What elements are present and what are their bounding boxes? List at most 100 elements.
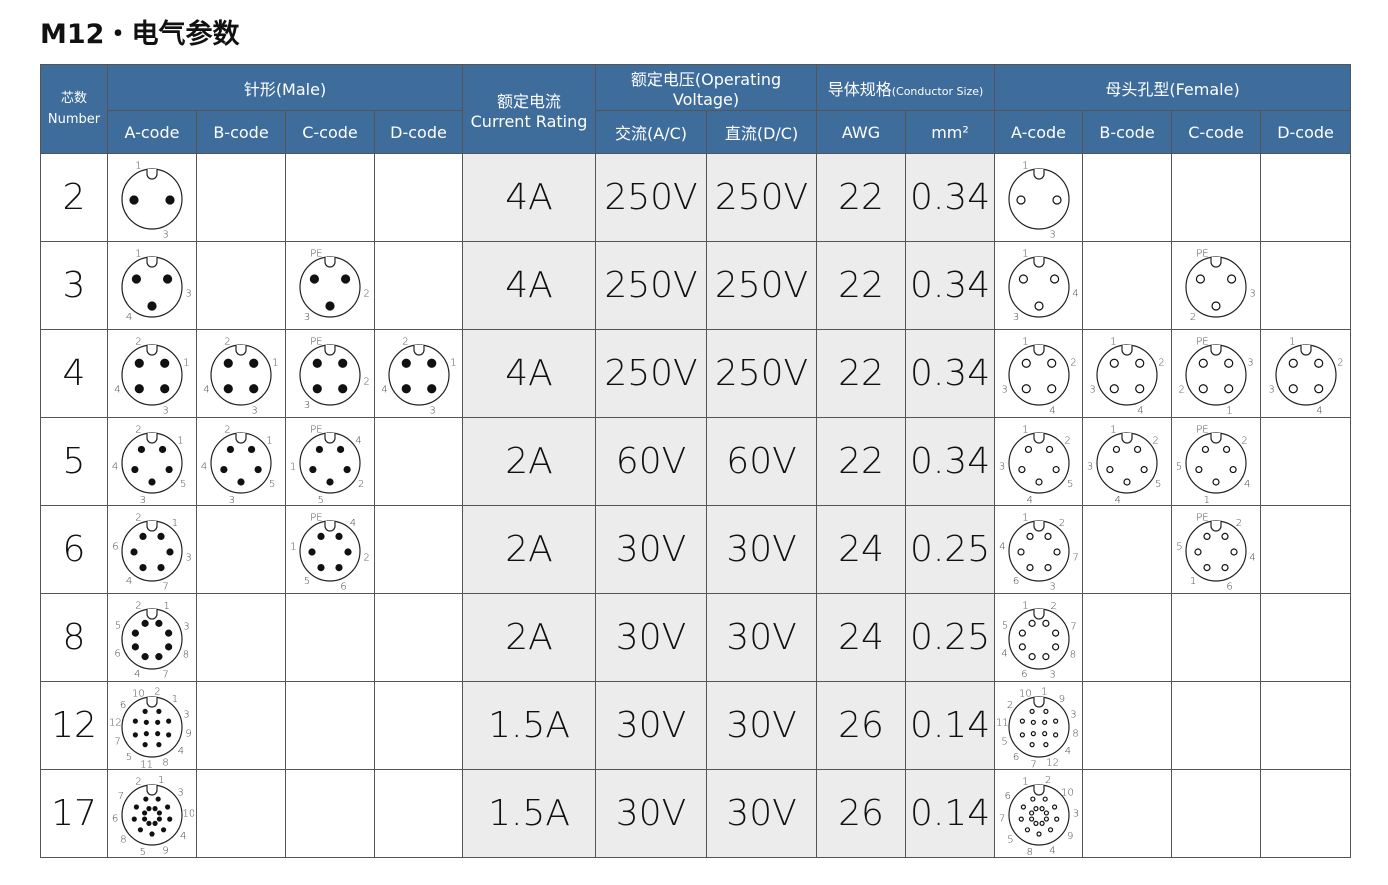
pin-label: 1 <box>1022 248 1028 259</box>
pin <box>223 383 233 393</box>
pin-label: 7 <box>162 669 168 680</box>
pin <box>160 826 167 832</box>
female-cell: 10 1 9 3 8 4 12 7 6 5 11 2 <box>994 681 1084 770</box>
pin-label: 3 <box>140 494 146 503</box>
cores-header: 芯数 Number <box>40 64 108 154</box>
male-cell: PE 4 2 6 5 1 <box>285 505 375 594</box>
awg-cell: 22 <box>816 329 907 418</box>
pin <box>1046 383 1056 393</box>
pin <box>137 826 144 832</box>
dc-cell: 30V <box>706 769 818 858</box>
pin-label: 6 <box>120 700 126 711</box>
connector-diagram: 2 1 3 4 <box>203 336 278 415</box>
pin-label: 2 <box>1190 311 1196 322</box>
current-cn: 额定电流 <box>497 91 562 111</box>
table-body: 2 1 3 4A 250V 250V 22 0.34 1 3 3 1 3 4 PE 2 3 4A 250V 250V 2… <box>40 153 1352 858</box>
pin-label: 4 <box>1072 288 1078 299</box>
pin <box>139 563 147 571</box>
pin-label: 3 <box>177 787 183 798</box>
pin <box>338 358 348 368</box>
female-cell: PE 2 4 1 5 <box>1171 417 1262 506</box>
dc-cell: 250V <box>706 329 818 418</box>
pin <box>1288 358 1298 368</box>
pin <box>131 816 137 822</box>
pin-label: PE <box>310 512 322 523</box>
pin <box>1029 708 1035 714</box>
pin-label: 2 <box>1070 357 1076 368</box>
male-cell: 2 1 3 4 <box>107 329 197 418</box>
pin-label: 5 <box>1176 461 1182 472</box>
pin-label: 5 <box>1001 736 1007 747</box>
pin <box>156 708 162 714</box>
pin-label: 2 <box>1178 384 1184 395</box>
male-cell <box>285 593 375 682</box>
pin-label: 4 <box>355 435 361 446</box>
awg-header: AWG <box>816 110 907 154</box>
connector-key <box>1032 256 1045 268</box>
male-cell <box>196 681 286 770</box>
pin <box>249 358 259 368</box>
pin <box>155 719 161 725</box>
pin <box>1198 358 1208 368</box>
pin <box>336 445 345 453</box>
current-cell: 2A <box>462 505 597 594</box>
pin <box>1043 563 1052 571</box>
pin <box>1140 465 1148 473</box>
pin-label: 3 <box>1049 581 1055 592</box>
pin <box>1203 532 1211 540</box>
pin-label: 1 <box>1110 336 1116 347</box>
pin <box>1038 820 1045 826</box>
pin-label: 1 <box>290 461 296 472</box>
conductor-header: 导体规格(Conductor Size) <box>816 64 996 111</box>
pin-label: 8 <box>120 834 126 845</box>
pin-label: 4 <box>350 518 356 529</box>
connector-key <box>1121 344 1133 356</box>
mm2-cell: 0.34 <box>905 153 996 242</box>
pin <box>165 465 173 473</box>
pin-label: 12 <box>110 717 122 728</box>
male-cell <box>373 417 464 506</box>
pin <box>165 642 173 650</box>
male-cell: PE 4 2 5 1 <box>285 417 375 506</box>
connector-key <box>146 608 158 620</box>
pin <box>146 820 152 826</box>
pin <box>166 718 172 724</box>
pin <box>312 358 322 368</box>
pin-label: 2 <box>135 424 141 435</box>
female-cell: 1 2 4 3 <box>1260 329 1352 418</box>
ac-cell: 30V <box>595 505 708 594</box>
pin-label: 1 <box>1022 600 1028 611</box>
pin <box>142 708 148 714</box>
awg-cell: 24 <box>816 505 907 594</box>
pin-label: PE <box>1196 248 1208 259</box>
pin <box>1051 194 1062 205</box>
connector-key <box>146 344 158 356</box>
male-cell: 2 1 5 3 4 <box>196 417 286 506</box>
male-cell: 2 1 3 4 <box>373 329 464 418</box>
pin <box>1018 642 1026 650</box>
pin <box>142 741 148 747</box>
pin <box>160 383 170 393</box>
awg-cell: 22 <box>816 153 907 242</box>
connector-diagram: 1 2 4 3 <box>1089 336 1164 415</box>
pin <box>1028 815 1034 822</box>
pin <box>1018 816 1024 822</box>
pin-label: 2 <box>363 288 369 299</box>
table-row: 3 1 3 4 PE 2 3 4A 250V 250V 22 0.34 1 4 3 PE 3 2 <box>40 241 1352 330</box>
pin <box>141 619 149 627</box>
pin-label: 2 <box>1058 518 1064 529</box>
table-header: 芯数 Number 针形(Male) 额定电流 Current Rating 额定电… <box>40 64 1352 154</box>
pin <box>139 532 147 540</box>
pin-label: 2 <box>224 424 230 435</box>
female-cell <box>1171 681 1262 770</box>
pin-label: 8 <box>1072 728 1078 739</box>
pin-label: 6 <box>1012 751 1018 762</box>
female-cell <box>1260 241 1352 330</box>
table-row: 17 2 1 3 10 4 9 5 8 6 7 1.5A 30V 30V 26 0.14 1 2 10 3 9 4 8 5 7 6 <box>40 769 1352 858</box>
pin-label: 4 <box>126 311 132 322</box>
connector-diagram: 2 1 5 3 4 <box>112 424 187 503</box>
connector-key <box>1032 784 1045 796</box>
female-cell <box>1082 153 1173 242</box>
pin <box>1041 652 1050 660</box>
